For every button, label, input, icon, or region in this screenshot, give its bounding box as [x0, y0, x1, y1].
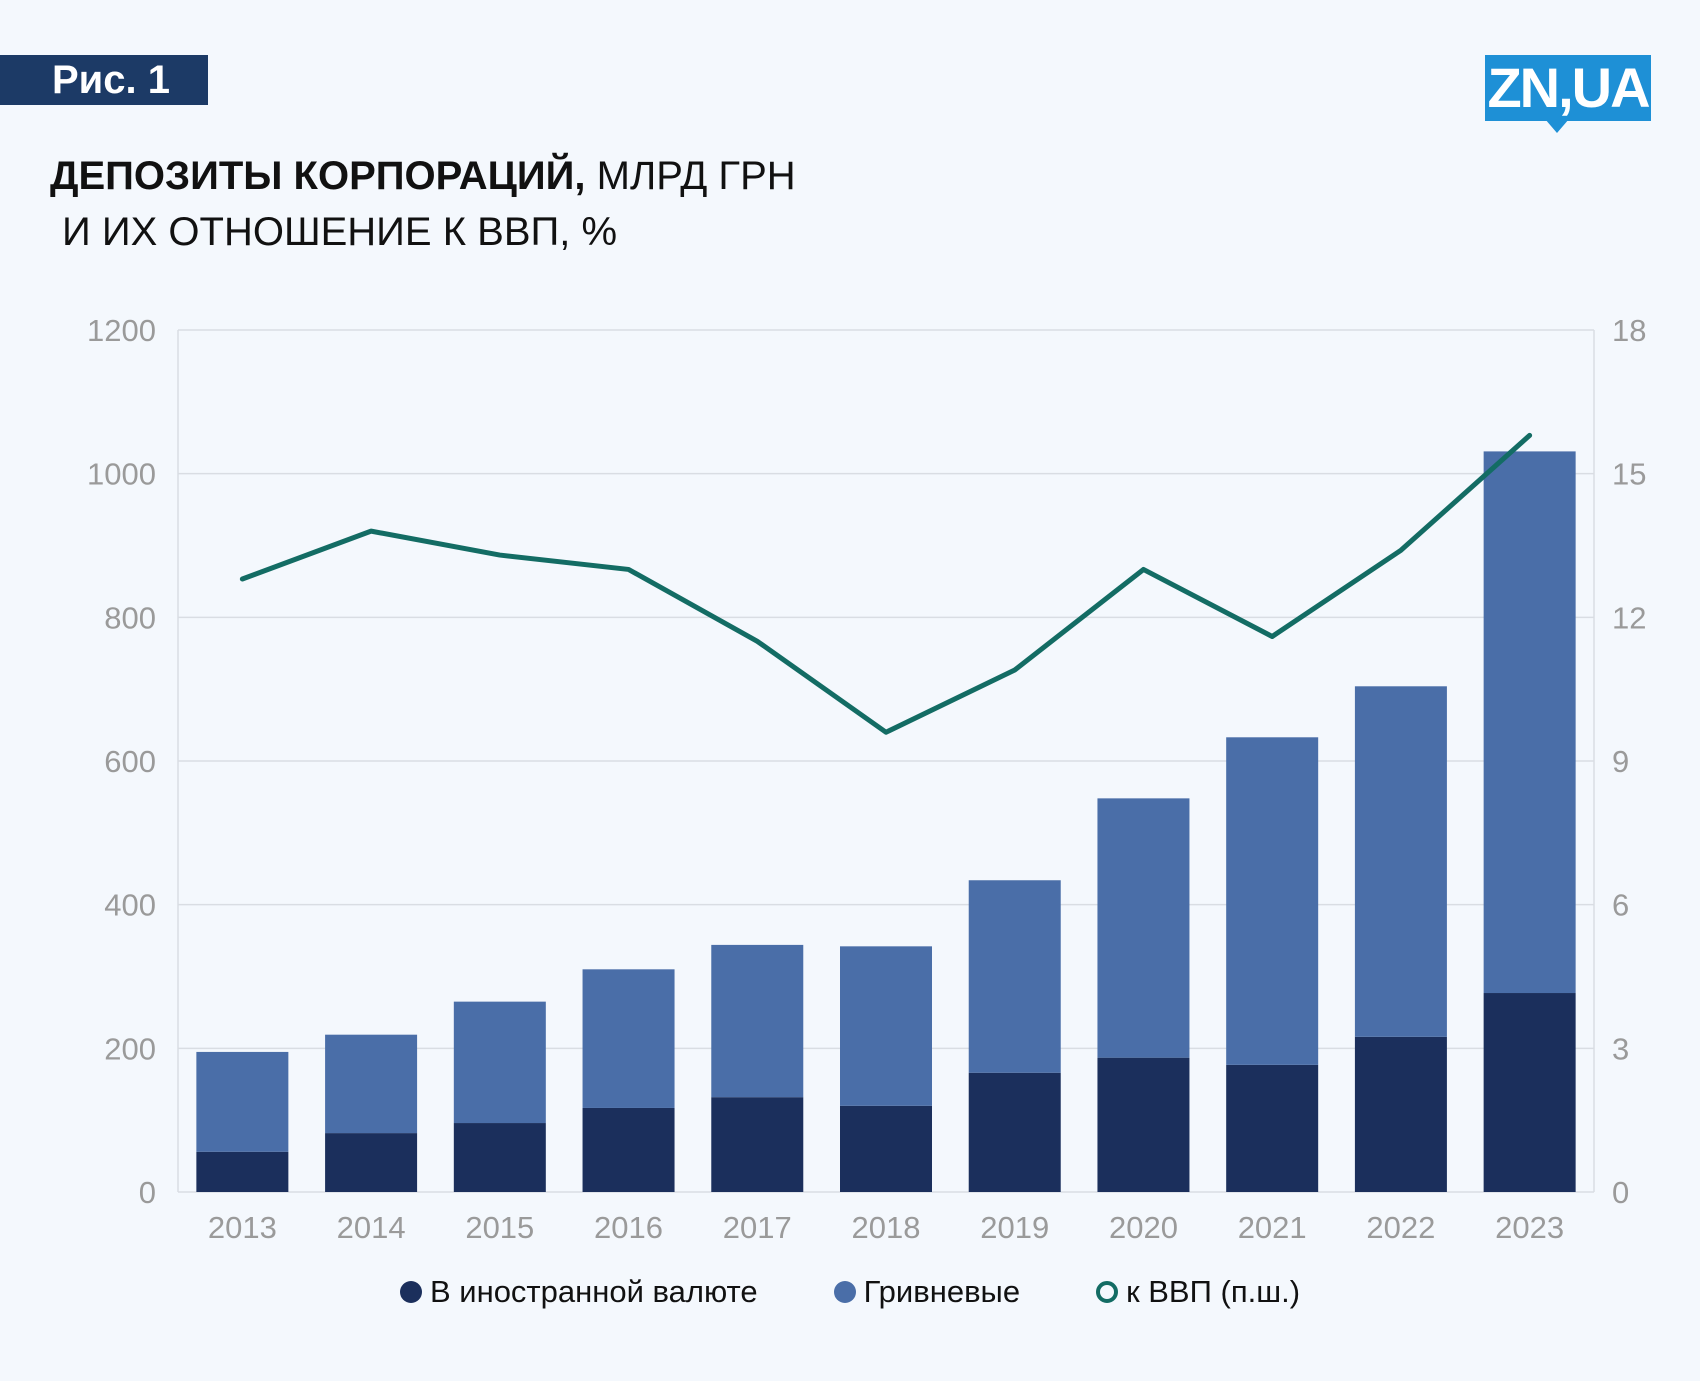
- right-tick-label: 3: [1612, 1031, 1629, 1066]
- legend-item-gdp: к ВВП (п.ш.): [1096, 1274, 1300, 1310]
- right-axis-ticks: 0 3 6 9 12 15 18: [1612, 313, 1646, 1210]
- left-axis-ticks: 0 200 400 600 800 1000 1200: [87, 313, 156, 1210]
- bar-hryvnia: [1354, 686, 1447, 1037]
- bar-foreign: [1226, 1064, 1319, 1192]
- bar-hryvnia: [840, 946, 932, 1106]
- x-tick-label: 2022: [1366, 1210, 1435, 1245]
- logo-tail-shape: [1545, 119, 1569, 133]
- right-tick-label: 6: [1612, 888, 1629, 923]
- legend-item-hryvnia: Гривневые: [833, 1274, 1021, 1310]
- legend-swatch-foreign: [399, 1281, 422, 1303]
- legend: В иностранной валюте Гривневые к ВВП (п.…: [0, 1270, 1700, 1314]
- chart-title: ДЕПОЗИТЫ КОРПОРАЦИЙ, МЛРД ГРН И ИХ ОТНОШ…: [50, 148, 796, 260]
- legend-label-gdp: к ВВП (п.ш.): [1126, 1274, 1301, 1309]
- left-tick-label: 600: [104, 744, 156, 779]
- x-tick-label: 2015: [465, 1210, 534, 1245]
- bar-foreign: [840, 1105, 932, 1192]
- bar-series: [196, 451, 1576, 1192]
- legend-swatch-hryvnia: [833, 1281, 856, 1303]
- left-tick-label: 0: [139, 1175, 156, 1210]
- x-tick-label: 2013: [208, 1210, 277, 1245]
- bar-foreign: [196, 1151, 289, 1192]
- chart-subtitle: И ИХ ОТНОШЕНИЕ К ВВП, %: [62, 210, 618, 254]
- bar-hryvnia: [325, 1034, 418, 1134]
- bar-hryvnia: [711, 944, 804, 1098]
- x-tick-label: 2021: [1238, 1210, 1307, 1245]
- brand-logo: ZN,UA: [1485, 55, 1651, 121]
- figure-badge: Рис. 1: [0, 55, 208, 105]
- bar-foreign: [711, 1097, 804, 1192]
- legend-swatch-gdp: [1096, 1281, 1119, 1303]
- legend-label-hryvnia: Гривневые: [863, 1274, 1021, 1309]
- x-tick-label: 2014: [337, 1210, 406, 1245]
- right-tick-label: 12: [1612, 600, 1646, 635]
- legend-label-foreign: В иностранной валюте: [429, 1274, 758, 1309]
- bar-hryvnia: [1226, 737, 1319, 1065]
- legend-item-foreign: В иностранной валюте: [399, 1274, 758, 1310]
- bar-foreign: [453, 1123, 546, 1192]
- left-tick-label: 400: [104, 888, 156, 923]
- bar-foreign: [582, 1107, 675, 1192]
- x-tick-label: 2019: [980, 1210, 1049, 1245]
- right-tick-label: 18: [1612, 313, 1646, 348]
- bar-hryvnia: [1483, 451, 1576, 994]
- right-tick-label: 15: [1612, 457, 1646, 492]
- bar-hryvnia: [453, 1001, 546, 1124]
- bar-hryvnia: [1097, 798, 1190, 1058]
- chart-title-unit: МЛРД ГРН: [585, 154, 796, 198]
- bar-hryvnia: [196, 1051, 289, 1152]
- x-axis-ticks: 2013 2014 2015 2016 2017 2018 2019 2020 2021 2022…: [208, 1210, 1564, 1245]
- x-tick-label: 2023: [1495, 1210, 1564, 1245]
- line-series: [239, 432, 1533, 735]
- x-tick-label: 2020: [1109, 1210, 1178, 1245]
- bar-foreign: [1354, 1036, 1447, 1192]
- bar-foreign: [1483, 993, 1576, 1192]
- x-tick-label: 2016: [594, 1210, 663, 1245]
- chart-title-bold: ДЕПОЗИТЫ КОРПОРАЦИЙ,: [50, 154, 586, 198]
- bar-hryvnia: [582, 969, 675, 1108]
- bar-foreign: [968, 1072, 1061, 1192]
- bar-foreign: [325, 1133, 418, 1192]
- gdp-ratio-line: [239, 432, 1533, 735]
- x-tick-label: 2018: [852, 1210, 921, 1245]
- right-tick-label: 9: [1612, 744, 1629, 779]
- bar-foreign: [1097, 1057, 1190, 1192]
- left-tick-label: 200: [104, 1031, 156, 1066]
- bar-hryvnia: [968, 880, 1061, 1073]
- left-tick-label: 800: [104, 600, 156, 635]
- left-tick-label: 1200: [87, 313, 156, 348]
- right-tick-label: 0: [1612, 1175, 1629, 1210]
- left-tick-label: 1000: [87, 457, 156, 492]
- x-tick-label: 2017: [723, 1210, 792, 1245]
